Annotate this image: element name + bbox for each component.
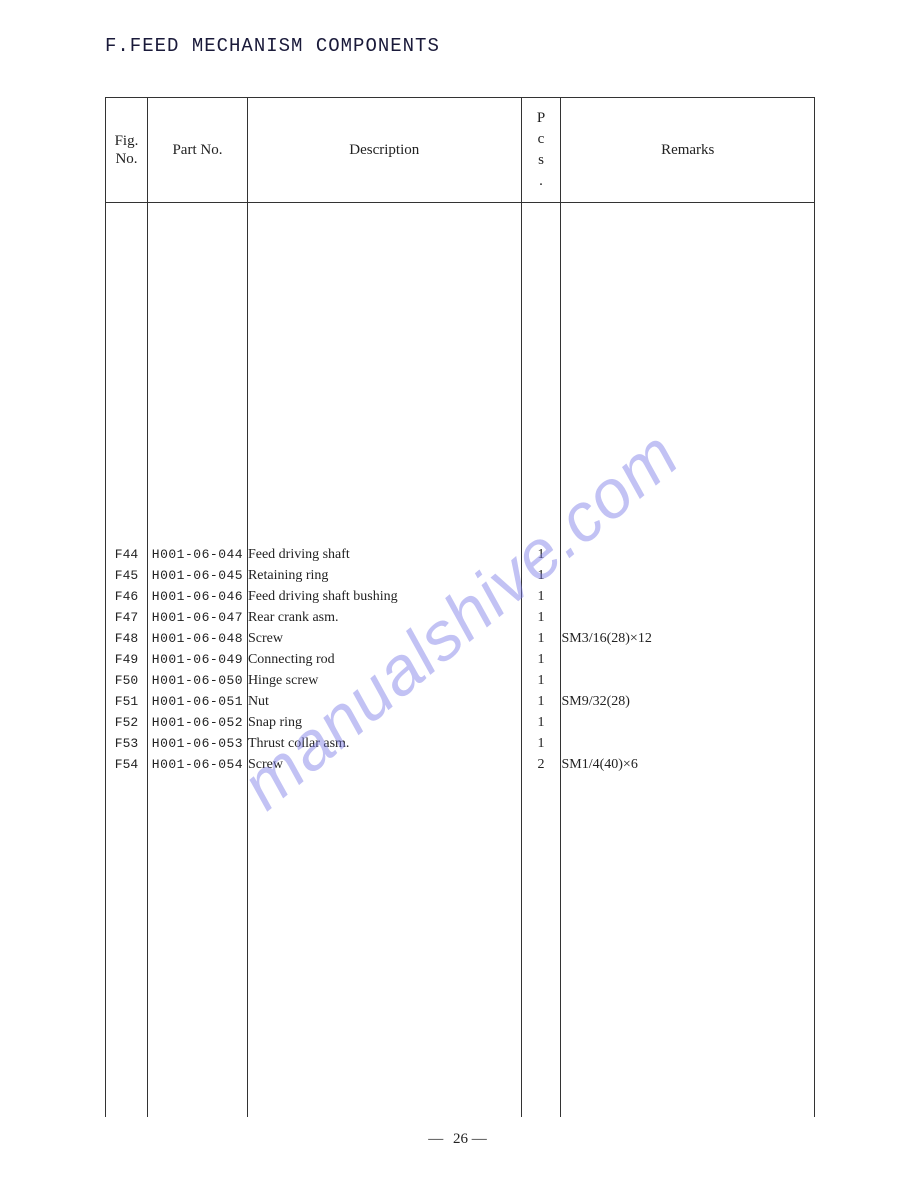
table-header: Fig. No. Part No. Description P c s . Re… (106, 98, 815, 203)
cell-remarks (561, 670, 814, 691)
cell-part: H001-06-053 (148, 733, 247, 754)
column-fig: F44F45F46F47F48F49F50F51F52F53F54 (106, 203, 148, 1117)
cell-part: H001-06-054 (148, 754, 247, 775)
cell-fig: F51 (106, 691, 147, 712)
cell-part: H001-06-049 (148, 649, 247, 670)
column-desc: Feed driving shaftRetaining ringFeed dri… (247, 203, 521, 1117)
cell-pcs: 2 (522, 754, 561, 775)
cell-remarks (561, 649, 814, 670)
cell-description: Thrust collar asm. (248, 733, 521, 754)
cell-part: H001-06-045 (148, 565, 247, 586)
header-pcs-s: s (538, 152, 544, 168)
header-pcs: P c s . (521, 98, 561, 203)
page-number-value: 26 (453, 1131, 468, 1147)
cell-fig: F46 (106, 586, 147, 607)
cell-part: H001-06-046 (148, 586, 247, 607)
header-pcs-c: c (538, 131, 545, 147)
header-remarks: Remarks (561, 98, 815, 203)
cell-pcs: 1 (522, 628, 561, 649)
cell-description: Retaining ring (248, 565, 521, 586)
cell-remarks: SM3/16(28)×12 (561, 628, 814, 649)
column-pcs: 11111111112 (521, 203, 561, 1117)
cell-fig: F47 (106, 607, 147, 628)
header-part-no: Part No. (147, 98, 247, 203)
cell-part: H001-06-051 (148, 691, 247, 712)
cell-pcs: 1 (522, 565, 561, 586)
cell-description: Screw (248, 754, 521, 775)
page-number-dash-left: — (428, 1131, 453, 1147)
cell-fig: F54 (106, 754, 147, 775)
cell-part: H001-06-052 (148, 712, 247, 733)
cell-fig: F49 (106, 649, 147, 670)
cell-pcs: 1 (522, 670, 561, 691)
cell-pcs: 1 (522, 586, 561, 607)
cell-fig: F44 (106, 544, 147, 565)
header-fig-line1: Fig. (115, 133, 139, 149)
cell-remarks: SM1/4(40)×6 (561, 754, 814, 775)
header-pcs-p: P (537, 110, 545, 126)
cell-description: Screw (248, 628, 521, 649)
cell-remarks (561, 586, 814, 607)
cell-remarks (561, 607, 814, 628)
header-pcs-dot: . (539, 173, 543, 189)
cell-description: Feed driving shaft bushing (248, 586, 521, 607)
cell-part: H001-06-050 (148, 670, 247, 691)
cell-remarks (561, 712, 814, 733)
cell-fig: F50 (106, 670, 147, 691)
cell-description: Connecting rod (248, 649, 521, 670)
cell-fig: F53 (106, 733, 147, 754)
cell-remarks (561, 565, 814, 586)
column-part: H001-06-044H001-06-045H001-06-046H001-06… (147, 203, 247, 1117)
cell-description: Rear crank asm. (248, 607, 521, 628)
cell-description: Nut (248, 691, 521, 712)
header-fig-no: Fig. No. (106, 98, 148, 203)
cell-remarks: SM9/32(28) (561, 691, 814, 712)
cell-pcs: 1 (522, 607, 561, 628)
cell-part: H001-06-048 (148, 628, 247, 649)
cell-pcs: 1 (522, 649, 561, 670)
page-title: F.FEED MECHANISM COMPONENTS (105, 35, 918, 57)
header-fig-line2: No. (115, 151, 137, 167)
cell-pcs: 1 (522, 733, 561, 754)
cell-description: Snap ring (248, 712, 521, 733)
table-body-row: F44F45F46F47F48F49F50F51F52F53F54 H001-0… (106, 203, 815, 1117)
column-remarks: SM3/16(28)×12 SM9/32(28) SM1/4(40)×6 (561, 203, 815, 1117)
cell-fig: F45 (106, 565, 147, 586)
cell-part: H001-06-044 (148, 544, 247, 565)
cell-pcs: 1 (522, 691, 561, 712)
cell-fig: F48 (106, 628, 147, 649)
page-number: — 26 — (428, 1131, 490, 1148)
cell-description: Feed driving shaft (248, 544, 521, 565)
cell-description: Hinge screw (248, 670, 521, 691)
cell-remarks (561, 733, 814, 754)
parts-table: Fig. No. Part No. Description P c s . Re… (105, 97, 815, 1117)
cell-pcs: 1 (522, 544, 561, 565)
cell-pcs: 1 (522, 712, 561, 733)
page-number-dash-right: — (472, 1131, 490, 1147)
cell-remarks (561, 544, 814, 565)
header-description: Description (247, 98, 521, 203)
cell-fig: F52 (106, 712, 147, 733)
table-body: F44F45F46F47F48F49F50F51F52F53F54 H001-0… (106, 203, 815, 1117)
cell-part: H001-06-047 (148, 607, 247, 628)
